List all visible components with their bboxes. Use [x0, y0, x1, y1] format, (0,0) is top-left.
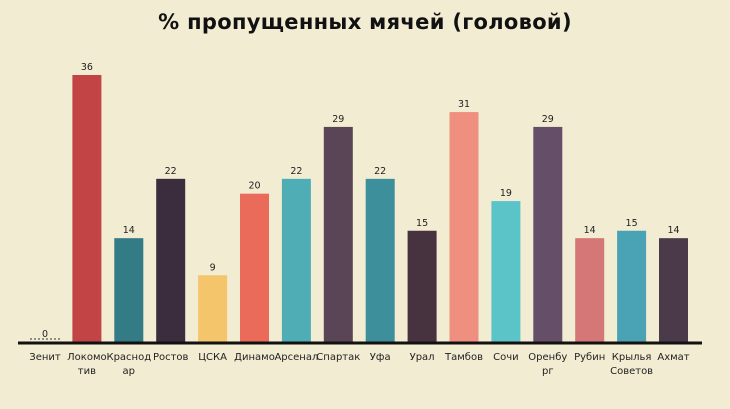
tick-label-10: Тамбов	[444, 352, 483, 363]
tick-label-11: Сочи	[493, 352, 519, 363]
bar-13	[575, 238, 605, 342]
bar-14	[617, 230, 647, 342]
bar-3	[156, 178, 186, 342]
tick-label-1: Локомо тив	[67, 352, 106, 377]
bar-4	[198, 275, 228, 342]
data-label-10: 31	[458, 99, 470, 110]
data-label-6: 22	[290, 166, 302, 177]
data-label-11: 19	[500, 188, 512, 199]
data-label-2: 14	[123, 225, 135, 236]
data-label-4: 9	[210, 262, 216, 273]
data-label-14: 15	[626, 218, 638, 229]
bar-15	[659, 238, 688, 342]
bar-2	[114, 238, 144, 342]
data-label-8: 22	[374, 166, 386, 177]
tick-label-15: Ахмат	[657, 352, 689, 363]
bar-12	[533, 126, 563, 343]
bar-5	[240, 193, 269, 342]
data-label-3: 22	[165, 166, 177, 177]
tick-label-6: Арсенал	[274, 352, 318, 363]
data-label-12: 29	[542, 114, 554, 125]
tick-label-4: ЦСКА	[198, 352, 227, 363]
tick-label-0: Зенит	[29, 352, 61, 363]
bar-10	[449, 112, 479, 342]
tick-label-13: Рубин	[574, 352, 605, 363]
bar-1	[72, 75, 102, 342]
bar-9	[407, 230, 437, 342]
data-label-5: 20	[248, 181, 260, 192]
data-label-13: 14	[584, 225, 596, 236]
bar-7	[323, 126, 353, 343]
chart-title: % пропущенных мячей (головой)	[158, 10, 572, 34]
data-label-0: 0	[42, 329, 48, 340]
tick-label-7: Спартак	[316, 352, 360, 363]
bar-6	[281, 178, 311, 342]
bar-11	[491, 201, 521, 342]
tick-label-3: Ростов	[153, 352, 189, 363]
tick-label-8: Уфа	[370, 352, 391, 363]
tick-label-9: Урал	[410, 352, 435, 363]
tick-label-12: Оренбу рг	[528, 352, 567, 377]
data-label-1: 36	[81, 62, 93, 73]
tick-label-14: Крылья Советов	[610, 352, 653, 377]
data-label-15: 14	[667, 225, 679, 236]
data-label-9: 15	[416, 218, 428, 229]
tick-label-2: Краснод ар	[106, 352, 151, 377]
data-label-7: 29	[332, 114, 344, 125]
tick-label-5: Динамо	[234, 352, 275, 363]
bar-8	[365, 178, 395, 342]
